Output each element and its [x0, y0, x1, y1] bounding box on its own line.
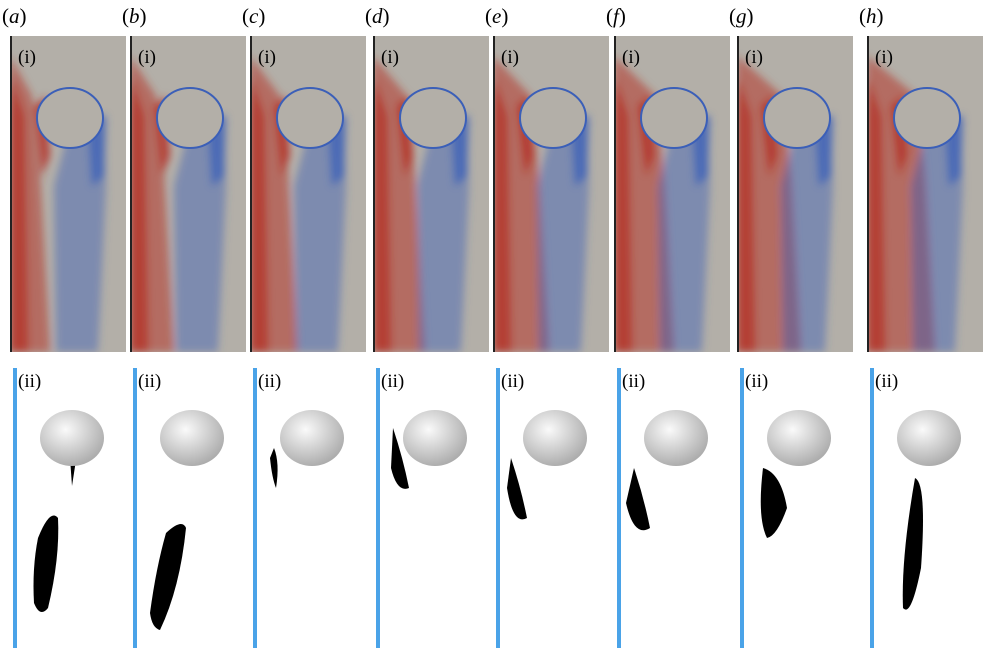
- field-plot-d: [373, 36, 489, 352]
- bubble-render-c: [250, 368, 366, 648]
- subpanel-label-bottom: (ii): [745, 371, 769, 392]
- subpanel-label-bottom: (ii): [18, 371, 42, 392]
- panel-label-c: (c): [242, 4, 266, 28]
- subpanel-label-top: (i): [18, 47, 36, 68]
- subpanel-label-top: (i): [875, 47, 893, 68]
- subpanel-label-top: (i): [258, 47, 276, 68]
- panel-label-d: (d): [365, 4, 390, 28]
- subpanel-label-top: (i): [138, 47, 156, 68]
- bubble-render-e: [493, 368, 609, 648]
- subpanel-label-bottom: (ii): [381, 371, 405, 392]
- subpanel-label-bottom: (ii): [501, 371, 525, 392]
- field-plot-f: [614, 36, 730, 352]
- subpanel-label-top: (i): [622, 47, 640, 68]
- field-plot-c: [250, 36, 366, 352]
- subpanel-label-bottom: (ii): [875, 371, 899, 392]
- subpanel-label-top: (i): [501, 47, 519, 68]
- panel-label-a: (a): [2, 4, 27, 28]
- panel-label-h: (h): [859, 4, 884, 28]
- subpanel-label-bottom: (ii): [138, 371, 162, 392]
- panel-label-b: (b): [122, 4, 147, 28]
- field-plot-a: [10, 36, 126, 352]
- subpanel-label-bottom: (ii): [258, 371, 282, 392]
- panel-label-f: (f): [606, 4, 626, 28]
- bubble-render-b: [130, 368, 246, 648]
- panel-label-g: (g): [729, 4, 754, 28]
- subpanel-label-bottom: (ii): [622, 371, 646, 392]
- bubble-render-g: [737, 368, 853, 648]
- bubble-render-h: [867, 368, 983, 648]
- field-plot-e: [493, 36, 609, 352]
- panel-label-e: (e): [485, 4, 509, 28]
- bubble-render-f: [614, 368, 730, 648]
- bubble-render-a: [10, 368, 126, 648]
- subpanel-label-top: (i): [745, 47, 763, 68]
- subpanel-label-top: (i): [381, 47, 399, 68]
- bubble-render-d: [373, 368, 489, 648]
- field-plot-h: [867, 36, 983, 352]
- field-plot-b: [130, 36, 246, 352]
- field-plot-g: [737, 36, 853, 352]
